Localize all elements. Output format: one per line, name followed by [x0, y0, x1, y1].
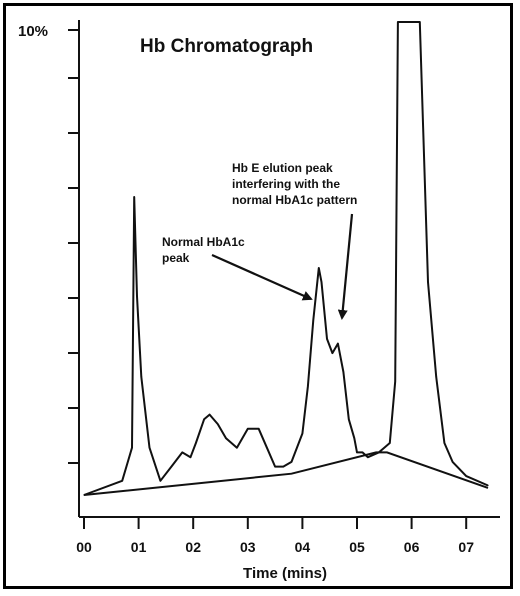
- x-ticks: 00 01 02 03 04 05 06 07: [76, 517, 474, 555]
- data-point: [331, 352, 334, 354]
- y-ticks: [68, 29, 79, 464]
- chart-frame: [3, 3, 513, 589]
- data-point: [465, 475, 467, 477]
- x-axis-label: Time (mins): [243, 565, 327, 582]
- y-tick-label-top: 10%: [18, 23, 48, 40]
- data-point: [451, 461, 454, 463]
- data-point: [131, 447, 133, 449]
- data-point: [290, 461, 293, 463]
- data-point: [367, 456, 369, 458]
- x-tick-label-1: 01: [131, 539, 147, 555]
- x-tick-label-6: 06: [404, 539, 420, 555]
- data-point: [236, 447, 238, 449]
- x-tick-label-3: 03: [240, 539, 256, 555]
- data-point: [258, 428, 260, 430]
- annotation-hbe-peak: Hb E elution peak interfering with the n…: [232, 161, 357, 207]
- data-point: [217, 423, 219, 425]
- x-tick-label-0: 00: [76, 539, 92, 555]
- data-point: [443, 442, 445, 444]
- data-point: [337, 343, 339, 345]
- data-point: [140, 376, 142, 378]
- data-point: [247, 428, 249, 430]
- data-point: [307, 385, 309, 387]
- data-point: [487, 484, 489, 487]
- x-tick-label-4: 04: [295, 539, 311, 555]
- series-group: [83, 21, 489, 496]
- data-point: [348, 418, 350, 420]
- baseline-line: [83, 451, 489, 496]
- data-point: [274, 466, 276, 468]
- data-point: [282, 466, 284, 468]
- data-point: [427, 281, 429, 283]
- data-point: [419, 21, 421, 23]
- annotation-hbe-line-1: Hb E elution peak: [232, 161, 333, 175]
- data-point: [389, 442, 391, 444]
- annotation-hbe-line-2: interfering with the: [232, 177, 340, 191]
- annotation-hba1c-peak: Normal HbA1c peak: [162, 235, 248, 265]
- x-tick-label-7: 07: [458, 539, 474, 555]
- data-point: [159, 480, 162, 482]
- data-point: [195, 442, 197, 444]
- arrow-hba1c: [211, 253, 313, 301]
- data-point: [318, 267, 320, 269]
- data-point: [266, 447, 268, 449]
- data-point: [435, 376, 437, 378]
- data-point: [133, 196, 135, 198]
- annotation-hba1c-line-2: peak: [162, 251, 190, 265]
- annotation-hba1c-line-1: Normal HbA1c: [162, 235, 245, 249]
- x-tick-label-2: 02: [185, 539, 201, 555]
- data-point: [342, 371, 344, 373]
- data-point: [203, 418, 205, 420]
- data-point: [320, 281, 323, 283]
- data-point: [189, 456, 192, 458]
- data-point: [181, 451, 183, 454]
- data-point: [326, 338, 328, 340]
- data-point: [170, 466, 172, 468]
- chart-title: Hb Chromatograph: [140, 36, 313, 57]
- data-point: [397, 21, 399, 23]
- data-point: [121, 480, 123, 482]
- data-point: [148, 447, 151, 449]
- data-point: [301, 432, 303, 435]
- data-point: [394, 380, 396, 383]
- data-point: [312, 319, 314, 321]
- data-point: [361, 451, 364, 454]
- data-point: [208, 413, 211, 416]
- x-tick-label-5: 05: [349, 539, 365, 555]
- arrow-hbe: [337, 213, 354, 320]
- chromatogram-trace-0: [83, 21, 489, 496]
- data-point: [136, 295, 138, 297]
- data-point: [225, 437, 227, 439]
- data-point: [353, 437, 355, 439]
- data-point: [356, 451, 358, 454]
- annotation-hbe-line-3: normal HbA1c pattern: [232, 193, 357, 207]
